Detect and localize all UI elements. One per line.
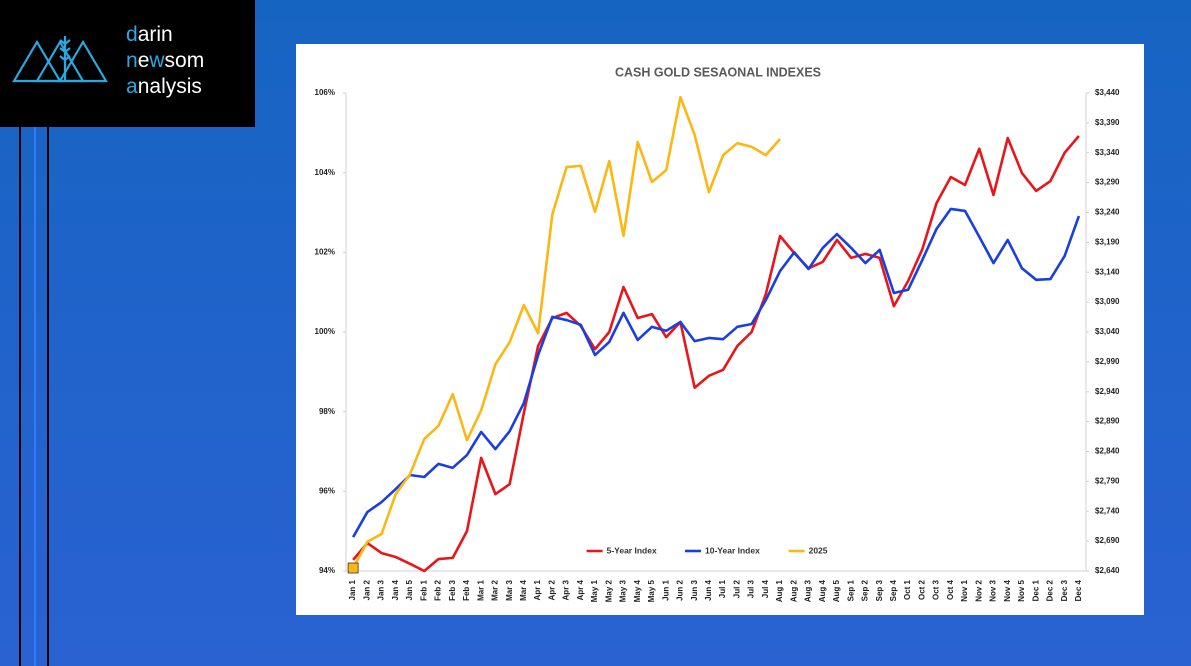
- y2-tick-label: $3,390: [1095, 118, 1120, 127]
- x-tick-label: Oct 3: [932, 579, 941, 600]
- legend-label: 10-Year Index: [705, 545, 760, 555]
- decor-line: [19, 127, 21, 666]
- x-tick-label: Oct 2: [917, 579, 926, 600]
- y-tick-label: 104%: [315, 168, 335, 177]
- x-tick-label: Jun 2: [676, 579, 685, 600]
- x-tick-label: Dec 1: [1031, 579, 1040, 601]
- x-tick-label: Dec 3: [1060, 579, 1069, 601]
- logo-text: newsom: [126, 49, 204, 72]
- x-tick-label: Jun 1: [661, 579, 670, 600]
- series-line: [351, 207, 1081, 538]
- logo-graphic: darin newsom analysis: [12, 23, 204, 98]
- x-tick-label: Sep 3: [875, 579, 884, 601]
- x-tick-label: Sep 1: [846, 579, 855, 601]
- y2-tick-label: $2,940: [1095, 387, 1120, 396]
- chart-title: CASH GOLD SESAONAL INDEXES: [615, 65, 821, 79]
- legend-label: 2025: [809, 545, 828, 555]
- y2-tick-label: $3,040: [1095, 327, 1120, 336]
- x-tick-label: Nov 3: [989, 579, 998, 601]
- x-tick-label: Nov 5: [1017, 579, 1026, 601]
- legend-label: 5-Year Index: [607, 545, 657, 555]
- x-tick-label: Jul 3: [747, 579, 756, 598]
- y2-tick-label: $3,190: [1095, 237, 1120, 246]
- y-tick-label: 102%: [315, 247, 335, 256]
- x-tick-label: Jan 1: [348, 579, 357, 600]
- x-tick-label: Jan 3: [377, 579, 386, 600]
- logo-text: darin: [126, 23, 173, 46]
- x-tick-label: Sep 2: [861, 579, 870, 601]
- decor-line: [47, 127, 49, 666]
- y2-tick-label: $2,890: [1095, 417, 1120, 426]
- x-tick-label: Jul 2: [732, 579, 741, 598]
- x-tick-label: Oct 4: [946, 579, 955, 600]
- y2-tick-label: $3,340: [1095, 148, 1120, 157]
- x-tick-label: Aug 2: [789, 579, 798, 602]
- x-tick-label: Apr 2: [547, 579, 556, 600]
- x-tick-label: Jul 1: [718, 579, 727, 598]
- x-tick-label: Jun 4: [704, 579, 713, 600]
- first-point-marker: [347, 562, 359, 574]
- y2-tick-label: $2,990: [1095, 357, 1120, 366]
- chart: CASH GOLD SESAONAL INDEXES 94% 96% 98% 100%…: [315, 65, 1120, 602]
- x-tick-label: Apr 1: [533, 579, 542, 600]
- y2-tick-label: $2,840: [1095, 447, 1120, 456]
- x-tick-label: Mar 3: [505, 579, 514, 600]
- x-tick-label: May 5: [647, 579, 656, 602]
- x-tick-label: Mar 2: [491, 579, 500, 600]
- y-tick-label: 100%: [315, 327, 335, 336]
- y2-tick-label: $3,140: [1095, 267, 1120, 276]
- y2-tick-label: $3,290: [1095, 178, 1120, 187]
- x-tick-label: Aug 3: [804, 579, 813, 602]
- decor-line: [34, 127, 36, 666]
- x-tick-label: May 3: [619, 579, 628, 602]
- x-tick-label: May 1: [590, 579, 599, 602]
- x-tick-label: Aug 1: [775, 579, 784, 602]
- x-tick-label: Dec 2: [1046, 579, 1055, 601]
- x-tick-label: Apr 4: [576, 579, 585, 600]
- y-tick-label: 106%: [315, 88, 335, 97]
- y2-tick-label: $2,740: [1095, 506, 1120, 515]
- y2-tick-label: $2,640: [1095, 566, 1120, 575]
- x-tick-label: Sep 4: [889, 579, 898, 601]
- x-tick-label: Oct 1: [903, 579, 912, 600]
- x-tick-label: Aug 4: [818, 579, 827, 602]
- x-tick-label: Apr 3: [562, 579, 571, 600]
- x-tick-label: Jul 4: [761, 579, 770, 598]
- x-tick-label: Mar 4: [519, 579, 528, 600]
- x-tick-label: Jan 2: [362, 579, 371, 600]
- logo-mark: [12, 36, 108, 83]
- y2-tick-label: $3,240: [1095, 208, 1120, 217]
- x-tick-label: Feb 2: [434, 579, 443, 600]
- logo-text: analysis: [126, 75, 202, 98]
- y2-tick-label: $2,690: [1095, 536, 1120, 545]
- y2-tick-label: $3,440: [1095, 88, 1120, 97]
- x-tick-label: May 4: [633, 579, 642, 602]
- x-tick-label: Feb 3: [448, 579, 457, 600]
- x-tick-label: Jan 5: [405, 579, 414, 600]
- x-tick-label: Nov 2: [974, 579, 983, 601]
- legend: 5-Year Index 10-Year Index 2025: [586, 545, 828, 555]
- logo: darin newsom analysis: [0, 0, 255, 127]
- x-tick-label: Nov 4: [1003, 579, 1012, 601]
- series-line: [351, 95, 782, 569]
- x-tick-label: Jan 4: [391, 579, 400, 600]
- y-tick-label: 94%: [319, 566, 335, 575]
- x-tick-label: Aug 5: [832, 579, 841, 602]
- x-tick-label: Feb 4: [462, 579, 471, 600]
- x-tick-label: May 2: [604, 579, 613, 602]
- x-tick-label: Jun 3: [690, 579, 699, 600]
- series-line: [352, 135, 1080, 573]
- y-tick-label: 98%: [319, 407, 335, 416]
- x-tick-label: Mar 1: [476, 579, 485, 600]
- x-tick-label: Nov 1: [960, 579, 969, 601]
- x-tick-label: Feb 1: [419, 579, 428, 600]
- y-tick-label: 96%: [319, 486, 335, 495]
- y2-tick-label: $2,790: [1095, 476, 1120, 485]
- y2-tick-label: $3,090: [1095, 297, 1120, 306]
- x-tick-label: Dec 4: [1074, 579, 1083, 601]
- chart-panel: CASH GOLD SESAONAL INDEXES 94% 96% 98% 100%…: [296, 44, 1144, 615]
